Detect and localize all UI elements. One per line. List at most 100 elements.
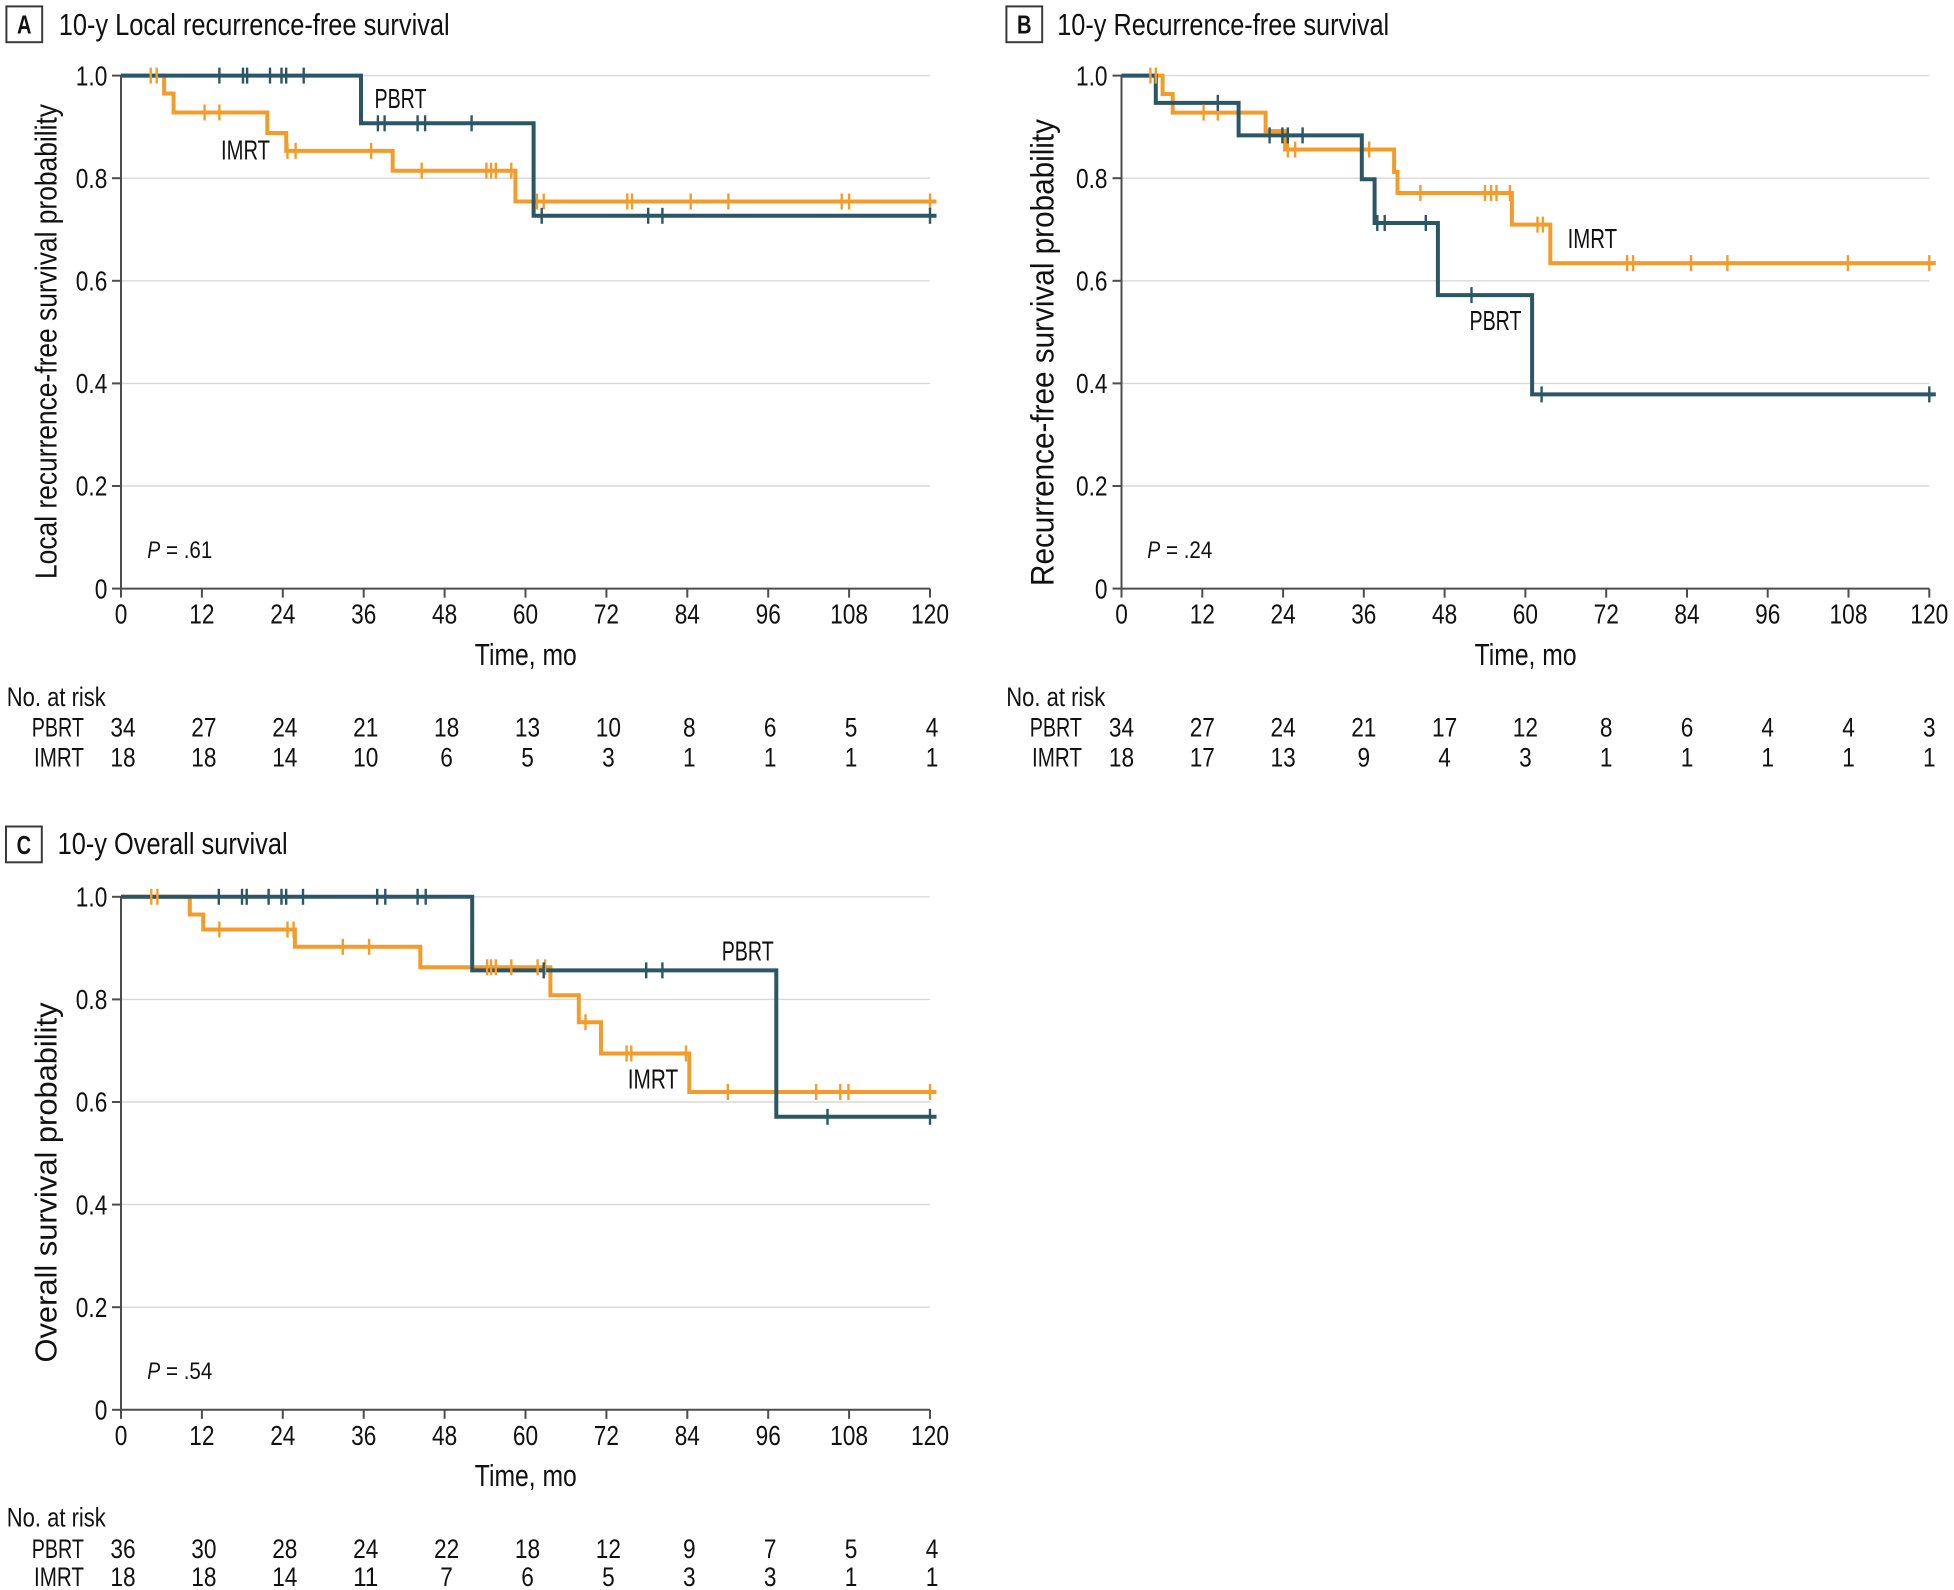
svg-text:7: 7 <box>764 1534 777 1564</box>
svg-text:21: 21 <box>353 713 378 743</box>
svg-text:3: 3 <box>1519 742 1532 772</box>
svg-text:14: 14 <box>272 742 297 772</box>
svg-text:0.6: 0.6 <box>76 1087 108 1118</box>
svg-text:4: 4 <box>926 713 939 743</box>
svg-text:60: 60 <box>1513 599 1538 630</box>
svg-text:48: 48 <box>432 1420 457 1451</box>
svg-text:PBRT: PBRT <box>32 713 84 743</box>
svg-text:34: 34 <box>110 713 135 743</box>
svg-text:1: 1 <box>845 1562 858 1590</box>
svg-text:22: 22 <box>434 1534 459 1564</box>
svg-text:12: 12 <box>1513 713 1538 743</box>
svg-text:84: 84 <box>675 1420 700 1451</box>
svg-text:12: 12 <box>189 599 214 630</box>
svg-text:108: 108 <box>830 599 868 630</box>
svg-text:7: 7 <box>440 1562 453 1590</box>
svg-text:1: 1 <box>1681 742 1694 772</box>
svg-text:24: 24 <box>353 1534 378 1564</box>
svg-text:6: 6 <box>1681 713 1694 743</box>
svg-text:6: 6 <box>764 713 777 743</box>
svg-text:1: 1 <box>845 742 858 772</box>
svg-text:0.8: 0.8 <box>1076 163 1108 194</box>
svg-text:6: 6 <box>440 742 453 772</box>
svg-text:Overall survival probability: Overall survival probability <box>29 1002 64 1362</box>
svg-text:0.4: 0.4 <box>76 1189 108 1220</box>
svg-text:36: 36 <box>110 1534 135 1564</box>
svg-text:0.4: 0.4 <box>76 368 108 399</box>
svg-text:12: 12 <box>189 1420 214 1451</box>
svg-text:10: 10 <box>353 742 378 772</box>
svg-text:27: 27 <box>191 713 216 743</box>
svg-text:0.2: 0.2 <box>76 471 108 502</box>
svg-text:0: 0 <box>115 599 128 630</box>
svg-text:0: 0 <box>95 1395 108 1426</box>
svg-text:PBRT: PBRT <box>1030 713 1082 743</box>
svg-text:11: 11 <box>353 1562 378 1590</box>
svg-text:21: 21 <box>1351 713 1376 743</box>
svg-text:1: 1 <box>1842 742 1855 772</box>
svg-text:96: 96 <box>756 599 781 630</box>
svg-text:1: 1 <box>1761 742 1774 772</box>
svg-text:PBRT: PBRT <box>32 1534 84 1564</box>
svg-text:1: 1 <box>926 742 939 772</box>
svg-text:PBRT: PBRT <box>1470 305 1522 336</box>
svg-text:P = .61: P = .61 <box>147 537 212 564</box>
svg-text:9: 9 <box>683 1534 696 1564</box>
svg-text:14: 14 <box>272 1562 297 1590</box>
svg-text:10-y Recurrence-free survival: 10-y Recurrence-free survival <box>1057 7 1389 42</box>
svg-text:72: 72 <box>594 1420 619 1451</box>
svg-text:IMRT: IMRT <box>221 135 270 166</box>
svg-text:P = .54: P = .54 <box>147 1358 212 1385</box>
svg-text:72: 72 <box>1594 599 1619 630</box>
svg-text:96: 96 <box>756 1420 781 1451</box>
svg-text:1: 1 <box>683 742 696 772</box>
svg-text:No. at risk: No. at risk <box>7 1503 106 1533</box>
svg-text:4: 4 <box>1438 742 1451 772</box>
svg-text:0.2: 0.2 <box>1076 471 1108 502</box>
svg-text:0.6: 0.6 <box>1076 266 1108 297</box>
svg-text:4: 4 <box>1842 713 1855 743</box>
svg-text:120: 120 <box>1910 599 1948 630</box>
svg-text:18: 18 <box>110 742 135 772</box>
svg-text:27: 27 <box>1190 713 1215 743</box>
svg-text:Time, mo: Time, mo <box>475 637 577 672</box>
svg-text:120: 120 <box>911 1420 949 1451</box>
svg-text:10-y Local recurrence-free sur: 10-y Local recurrence-free survival <box>59 7 450 42</box>
svg-text:18: 18 <box>191 1562 216 1590</box>
svg-text:10-y Overall survival: 10-y Overall survival <box>58 826 288 861</box>
svg-text:9: 9 <box>1358 742 1371 772</box>
svg-text:18: 18 <box>1109 742 1134 772</box>
svg-text:30: 30 <box>191 1534 216 1564</box>
svg-text:0: 0 <box>1115 599 1128 630</box>
svg-text:12: 12 <box>596 1534 621 1564</box>
svg-text:A: A <box>17 10 32 40</box>
svg-text:13: 13 <box>515 713 540 743</box>
svg-text:No. at risk: No. at risk <box>1006 682 1105 712</box>
svg-text:0.4: 0.4 <box>1076 368 1108 399</box>
svg-text:10: 10 <box>596 713 621 743</box>
svg-text:24: 24 <box>272 713 297 743</box>
svg-text:1.0: 1.0 <box>76 882 108 913</box>
svg-text:17: 17 <box>1432 713 1457 743</box>
svg-text:84: 84 <box>675 599 700 630</box>
svg-text:Time, mo: Time, mo <box>1475 637 1577 672</box>
svg-text:5: 5 <box>845 1534 858 1564</box>
svg-text:Local recurrence-free survival: Local recurrence-free survival probabili… <box>29 104 64 579</box>
svg-text:1.0: 1.0 <box>1076 60 1108 91</box>
svg-text:PBRT: PBRT <box>375 83 427 114</box>
svg-text:60: 60 <box>513 599 538 630</box>
svg-text:84: 84 <box>1674 599 1699 630</box>
svg-text:IMRT: IMRT <box>34 742 84 772</box>
svg-text:C: C <box>17 830 32 860</box>
svg-text:18: 18 <box>191 742 216 772</box>
svg-text:12: 12 <box>1190 599 1215 630</box>
svg-text:B: B <box>1017 10 1032 40</box>
svg-text:0.6: 0.6 <box>76 266 108 297</box>
svg-text:No. at risk: No. at risk <box>7 682 106 712</box>
svg-text:18: 18 <box>110 1562 135 1590</box>
svg-text:1: 1 <box>1923 742 1936 772</box>
svg-text:6: 6 <box>521 1562 534 1590</box>
svg-text:96: 96 <box>1755 599 1780 630</box>
svg-text:3: 3 <box>1923 713 1936 743</box>
svg-text:108: 108 <box>1830 599 1868 630</box>
